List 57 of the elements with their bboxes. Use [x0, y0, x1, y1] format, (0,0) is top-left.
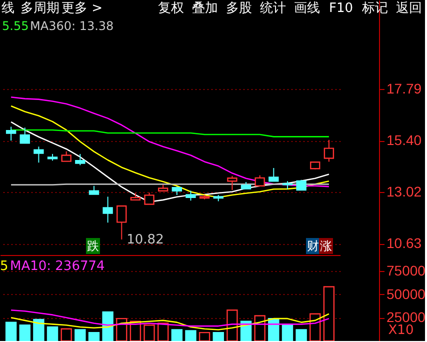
annotation: 5.55	[2, 19, 29, 33]
bar	[296, 329, 307, 341]
annotation: MA10: 236774	[10, 259, 105, 274]
annotation: 跌	[87, 239, 99, 253]
y-tick-label: 10.63	[386, 235, 422, 252]
bar	[268, 318, 280, 341]
annotation: 更多 >	[61, 1, 103, 16]
annotation: 财	[307, 239, 319, 253]
annotation: 5	[0, 259, 8, 274]
candlestick	[61, 150, 72, 162]
candlestick	[20, 127, 30, 144]
bar	[282, 324, 294, 341]
text: X10	[388, 323, 414, 338]
annotation: F10	[328, 1, 354, 16]
line-series	[10, 310, 330, 327]
candlestick	[296, 179, 306, 191]
bar	[33, 318, 44, 341]
bar	[46, 326, 58, 341]
annotation: 叠加	[192, 1, 218, 16]
annotation: MA360: 13.38	[30, 19, 114, 33]
bar	[102, 311, 114, 341]
candlestick	[75, 153, 86, 166]
candlestick	[324, 139, 334, 162]
bar	[185, 330, 196, 341]
y-tick-label: 25000	[386, 309, 426, 326]
candlestick	[116, 205, 127, 240]
annotation: 统计	[260, 1, 286, 16]
candlestick	[186, 190, 196, 202]
annotation: 画线	[294, 1, 320, 16]
candlestick	[268, 167, 279, 182]
annotation: 线	[2, 1, 14, 16]
bar	[88, 332, 100, 341]
y-tick-label: 17.79	[386, 80, 422, 96]
candlestick	[34, 146, 44, 164]
annotation: 10.82	[126, 232, 164, 248]
annotation: 多周期	[20, 1, 60, 16]
line-series	[10, 105, 330, 198]
candlestick	[102, 196, 113, 224]
y-tick-label: 13.02	[386, 183, 422, 200]
text: 返回	[396, 1, 422, 16]
bar	[171, 329, 183, 341]
annotation: 涨	[320, 239, 332, 253]
annotation: 多股	[226, 1, 252, 16]
candlestick	[227, 175, 238, 191]
candlestick	[144, 192, 154, 205]
candlestick	[6, 126, 16, 142]
bar	[19, 324, 30, 341]
line-series	[10, 313, 330, 330]
y-tick-label: 15.40	[386, 132, 422, 148]
bar	[5, 322, 17, 341]
bar	[74, 329, 86, 341]
bar	[212, 332, 224, 341]
annotation: 复权	[158, 1, 184, 16]
y-tick-label: 50000	[386, 286, 426, 302]
candlestick	[254, 174, 265, 187]
line-series	[10, 96, 330, 188]
y-tick-label: 75000	[386, 262, 426, 278]
